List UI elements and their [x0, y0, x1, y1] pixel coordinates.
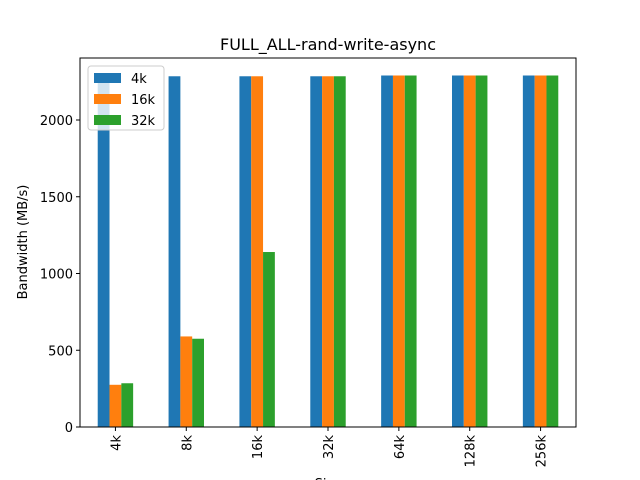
bar [239, 76, 252, 427]
x-tick-label: 4k [109, 435, 124, 451]
x-tick-label: 64k [393, 435, 408, 460]
bar [109, 384, 122, 427]
bar [121, 383, 134, 427]
plot-frame [79, 57, 577, 428]
y-tick-label: 0 [65, 421, 73, 436]
chart-title: FULL_ALL-rand-write-async [220, 35, 436, 55]
bar [381, 75, 393, 427]
bar [263, 252, 275, 427]
x-tick-label: 8k [180, 435, 195, 451]
bar [452, 75, 464, 427]
bar [534, 75, 547, 427]
y-tick-label: 1000 [40, 268, 73, 283]
bar [392, 75, 405, 427]
x-tick-label: 256k [535, 435, 550, 468]
legend-swatch [94, 115, 121, 125]
bar [192, 338, 204, 427]
legend-label: 4k [131, 72, 147, 87]
x-tick-label: 16k [251, 435, 266, 460]
bar [522, 75, 535, 427]
y-tick-label: 1500 [40, 191, 73, 206]
bar [97, 75, 110, 427]
bar [404, 75, 417, 427]
legend-swatch [94, 94, 121, 104]
legend-swatch [94, 73, 121, 83]
bar [463, 75, 476, 427]
x-axis-label: Size [315, 477, 342, 480]
legend-label: 32k [131, 114, 156, 129]
y-tick-label: 500 [48, 344, 73, 359]
y-tick-label: 2000 [40, 114, 73, 129]
bar [180, 336, 193, 427]
bar [168, 76, 181, 427]
bar [251, 76, 264, 427]
bar [546, 75, 559, 427]
x-tick-label: 32k [322, 435, 337, 460]
bar [310, 76, 323, 427]
y-axis-label: Bandwidth (MB/s) [16, 185, 31, 300]
bar [333, 76, 346, 427]
x-tick-label: 128k [464, 435, 479, 468]
bar [322, 76, 334, 427]
legend-label: 16k [131, 93, 156, 108]
bar [475, 75, 488, 427]
